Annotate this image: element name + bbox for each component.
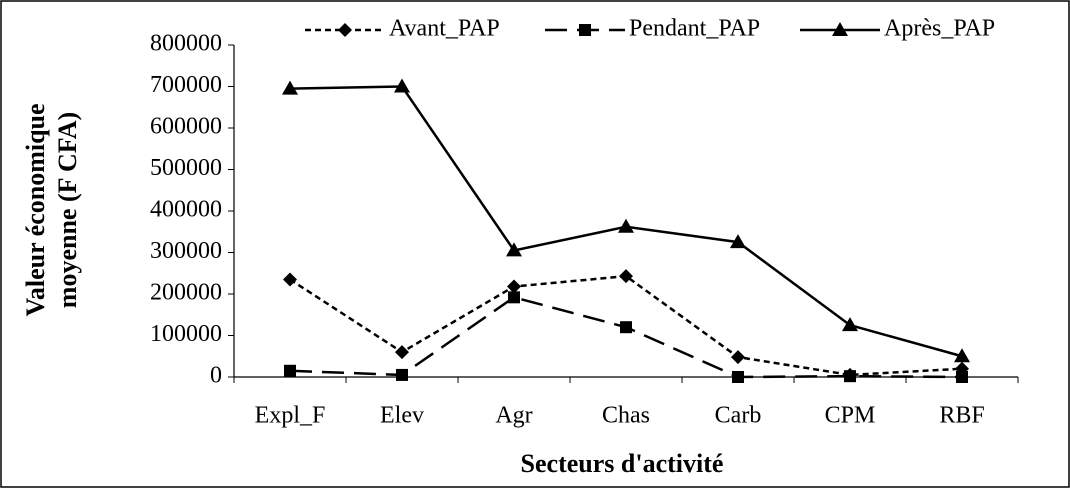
x-tick-label: Agr bbox=[495, 403, 532, 429]
marker bbox=[618, 218, 634, 233]
y-tick-label: 400000 bbox=[150, 197, 222, 223]
marker bbox=[954, 348, 970, 363]
marker bbox=[395, 345, 409, 360]
y-tick-label: 0 bbox=[210, 363, 222, 389]
y-tick-label: 800000 bbox=[150, 31, 222, 57]
x-tick-label: Expl_F bbox=[255, 403, 326, 429]
y-tick-label: 500000 bbox=[150, 155, 222, 181]
marker bbox=[394, 78, 410, 93]
marker bbox=[283, 272, 297, 287]
x-tick-label: CPM bbox=[825, 403, 876, 429]
legend-label: Après_PAP bbox=[884, 16, 995, 42]
legend-label: Avant_PAP bbox=[389, 16, 500, 42]
legend-marker bbox=[579, 24, 591, 36]
legend-marker bbox=[338, 23, 352, 37]
y-tick-label: 300000 bbox=[150, 238, 222, 264]
marker bbox=[507, 279, 521, 294]
marker bbox=[842, 317, 858, 332]
marker bbox=[730, 234, 746, 249]
x-tick-label: Carb bbox=[715, 403, 762, 429]
x-tick-label: Chas bbox=[602, 403, 650, 429]
y-tick-label: 100000 bbox=[150, 321, 222, 347]
y-axis-label: moyenne (F CFA) bbox=[53, 112, 82, 308]
y-tick-label: 700000 bbox=[150, 72, 222, 98]
x-tick-label: Elev bbox=[380, 403, 424, 429]
marker bbox=[508, 291, 520, 304]
x-axis-label: Secteurs d'activité bbox=[521, 449, 724, 478]
marker bbox=[956, 371, 968, 383]
marker bbox=[620, 321, 632, 334]
marker bbox=[732, 371, 744, 383]
y-tick-label: 600000 bbox=[150, 114, 222, 140]
marker bbox=[619, 269, 633, 284]
y-tick-label: 200000 bbox=[150, 280, 222, 306]
legend-marker bbox=[832, 22, 848, 36]
x-tick-label: RBF bbox=[939, 403, 984, 429]
y-axis-label: Valeur économique bbox=[21, 103, 50, 316]
marker bbox=[844, 370, 856, 383]
legend-label: Pendant_PAP bbox=[629, 16, 760, 42]
marker bbox=[731, 350, 745, 365]
marker bbox=[282, 80, 298, 95]
marker bbox=[284, 364, 296, 377]
marker bbox=[396, 368, 408, 381]
marker bbox=[506, 242, 522, 257]
